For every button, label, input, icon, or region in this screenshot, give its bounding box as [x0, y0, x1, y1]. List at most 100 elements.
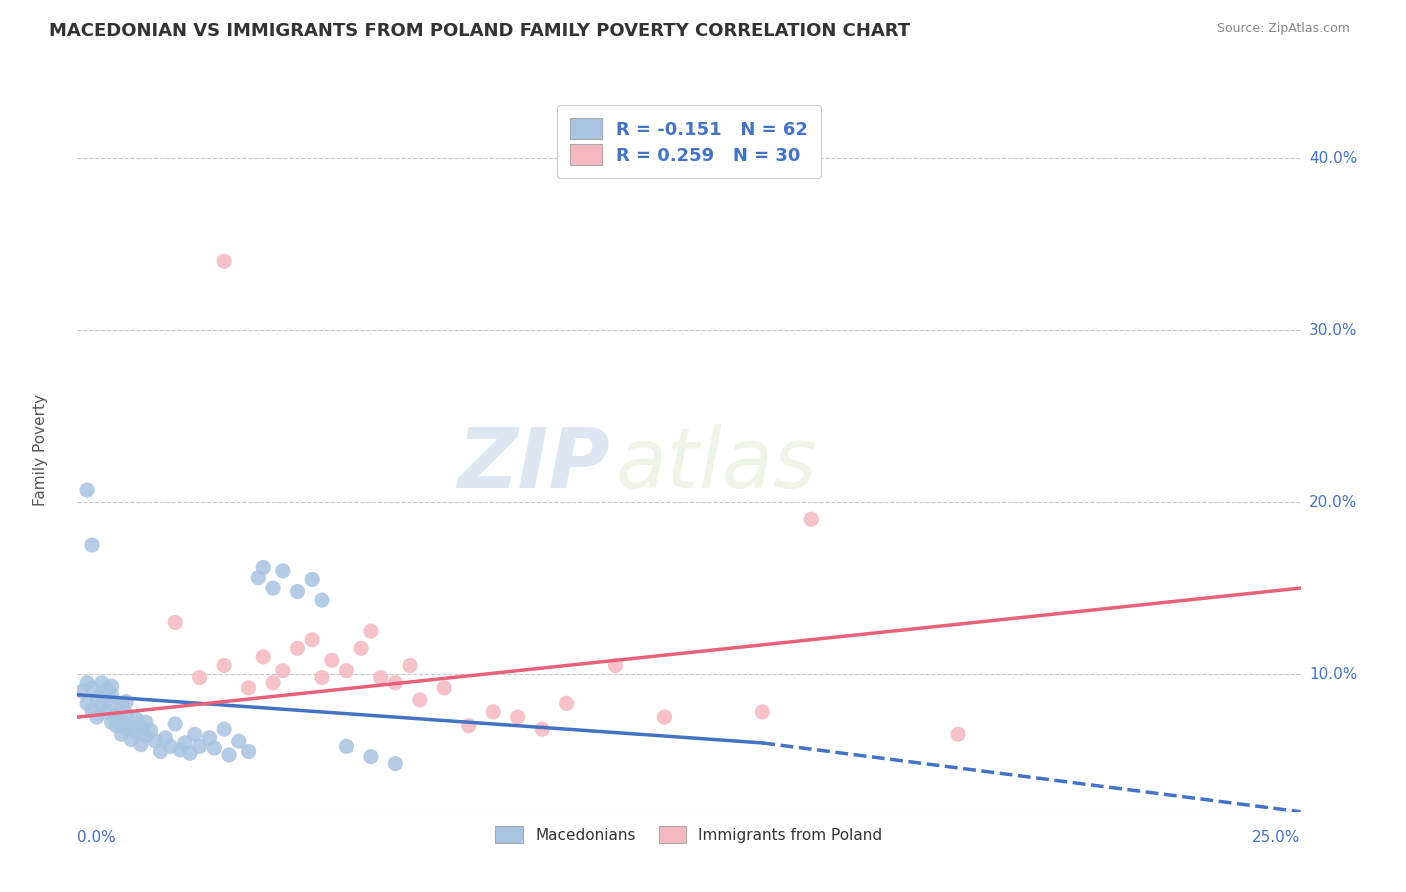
Point — [188, 671, 211, 685]
Point — [179, 746, 201, 760]
Point — [228, 734, 250, 748]
Point — [605, 658, 627, 673]
Point — [100, 679, 122, 693]
Legend: Macedonians, Immigrants from Poland: Macedonians, Immigrants from Poland — [488, 818, 890, 851]
Point — [96, 693, 118, 707]
Point — [76, 483, 98, 497]
Point — [165, 717, 187, 731]
Point — [96, 682, 118, 697]
Point — [218, 747, 240, 762]
Point — [311, 593, 333, 607]
Point — [360, 749, 382, 764]
Point — [90, 688, 112, 702]
Point — [287, 584, 309, 599]
Point — [252, 560, 274, 574]
Point — [247, 571, 270, 585]
Text: Source: ZipAtlas.com: Source: ZipAtlas.com — [1216, 22, 1350, 36]
Point — [149, 744, 172, 758]
Point — [169, 743, 191, 757]
Text: MACEDONIAN VS IMMIGRANTS FROM POLAND FAMILY POVERTY CORRELATION CHART: MACEDONIAN VS IMMIGRANTS FROM POLAND FAM… — [49, 22, 910, 40]
Point — [321, 653, 343, 667]
Point — [129, 721, 152, 735]
Point — [86, 691, 108, 706]
Point — [120, 717, 142, 731]
Point — [482, 705, 505, 719]
Point — [70, 684, 93, 698]
Point — [399, 658, 422, 673]
Point — [457, 719, 479, 733]
Text: 0.0%: 0.0% — [77, 830, 117, 846]
Point — [271, 564, 294, 578]
Point — [115, 722, 138, 736]
Point — [80, 703, 103, 717]
Point — [555, 696, 578, 710]
Point — [90, 675, 112, 690]
Point — [198, 731, 221, 745]
Point — [311, 671, 333, 685]
Point — [100, 688, 122, 702]
Point — [301, 573, 323, 587]
Point — [96, 705, 118, 719]
Point — [262, 581, 284, 595]
Point — [212, 254, 235, 268]
Point — [165, 615, 187, 630]
Point — [76, 675, 98, 690]
Point — [262, 675, 284, 690]
Point — [271, 664, 294, 678]
Point — [751, 705, 773, 719]
Point — [135, 729, 157, 743]
Point — [654, 710, 676, 724]
Point — [506, 710, 529, 724]
Point — [384, 675, 406, 690]
Text: 40.0%: 40.0% — [1309, 151, 1357, 166]
Point — [120, 732, 142, 747]
Point — [90, 698, 112, 712]
Point — [370, 671, 392, 685]
Point — [105, 719, 128, 733]
Text: Family Poverty: Family Poverty — [34, 394, 48, 507]
Point — [115, 695, 138, 709]
Point — [80, 681, 103, 695]
Text: ZIP: ZIP — [457, 425, 609, 506]
Point — [252, 649, 274, 664]
Point — [125, 725, 148, 739]
Point — [360, 624, 382, 639]
Point — [105, 708, 128, 723]
Point — [946, 727, 969, 741]
Point — [409, 693, 432, 707]
Point — [350, 641, 373, 656]
Point — [174, 736, 197, 750]
Point — [287, 641, 309, 656]
Point — [100, 715, 122, 730]
Point — [155, 731, 177, 745]
Point — [433, 681, 456, 695]
Point — [335, 664, 357, 678]
Text: 25.0%: 25.0% — [1253, 830, 1301, 846]
Point — [238, 681, 260, 695]
Point — [105, 701, 128, 715]
Text: 10.0%: 10.0% — [1309, 666, 1357, 681]
Point — [301, 632, 323, 647]
Point — [86, 710, 108, 724]
Point — [135, 715, 157, 730]
Point — [145, 734, 167, 748]
Point — [129, 738, 152, 752]
Point — [184, 727, 207, 741]
Point — [139, 723, 162, 738]
Point — [212, 722, 235, 736]
Point — [80, 538, 103, 552]
Point — [110, 696, 132, 710]
Point — [115, 706, 138, 721]
Text: 20.0%: 20.0% — [1309, 494, 1357, 509]
Text: atlas: atlas — [616, 425, 817, 506]
Point — [125, 712, 148, 726]
Point — [110, 714, 132, 728]
Point — [202, 741, 225, 756]
Point — [110, 727, 132, 741]
Point — [531, 722, 554, 736]
Point — [76, 696, 98, 710]
Point — [159, 739, 181, 754]
Point — [238, 744, 260, 758]
Point — [188, 739, 211, 754]
Point — [212, 658, 235, 673]
